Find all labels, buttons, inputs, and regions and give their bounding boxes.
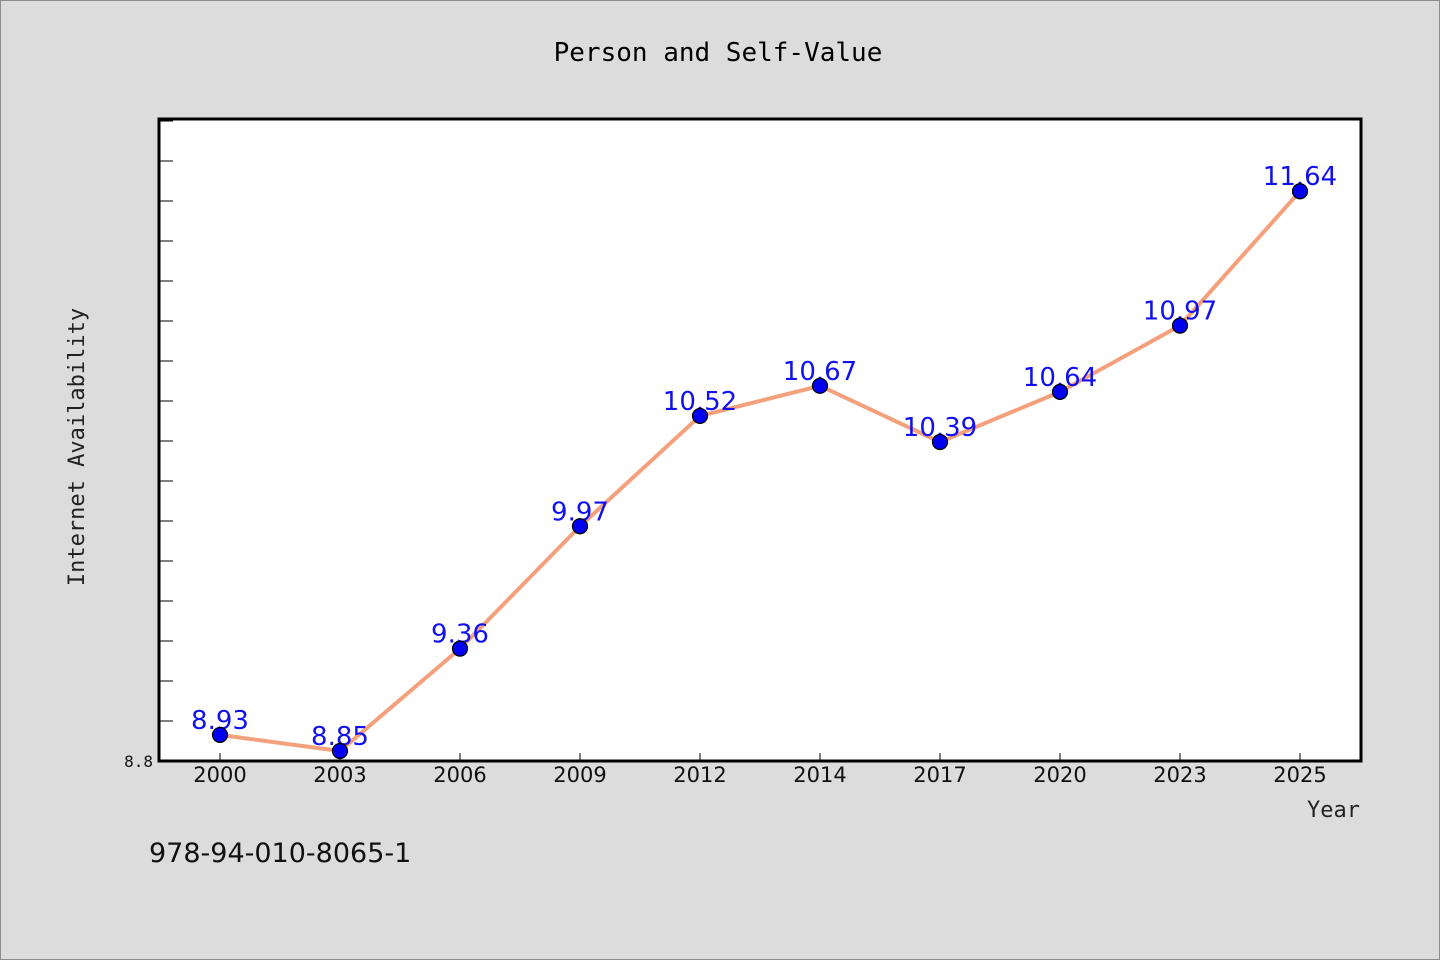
- x-tick-label: 2023: [1153, 763, 1206, 787]
- data-point: [811, 377, 829, 394]
- data-point: [1171, 317, 1189, 334]
- series-line: [218, 189, 1302, 753]
- x-tick-labels: 2000 2003 2006 2009 2012 2014 2017 2020 2023 2025: [193, 763, 1326, 787]
- x-tick-label: 2000: [193, 763, 246, 787]
- y-minor-ticks: [159, 120, 173, 762]
- x-tick-label: 2020: [1033, 763, 1086, 787]
- x-axis-label: Year: [1307, 798, 1360, 823]
- data-point: [1051, 383, 1069, 400]
- y-axis-label: Internet Availability: [65, 308, 90, 586]
- data-markers: [211, 183, 1309, 760]
- data-point: [331, 742, 349, 760]
- x-tick-label: 2006: [433, 763, 486, 787]
- x-tick-label: 2025: [1273, 763, 1326, 787]
- isbn-text: 978-94-010-8065-1: [149, 838, 411, 869]
- chart-title: Person and Self-Value: [554, 38, 883, 68]
- data-point: [691, 407, 709, 425]
- data-point: [571, 518, 589, 535]
- data-point: [451, 640, 469, 657]
- x-tick-label: 2014: [793, 763, 846, 787]
- plot-area: [157, 117, 1363, 763]
- y-tick-label: 8.8: [124, 752, 153, 771]
- x-tick-label: 2009: [553, 763, 606, 787]
- data-point: [931, 433, 949, 451]
- data-point: [1291, 183, 1309, 200]
- data-point: [211, 726, 229, 744]
- x-tick-label: 2017: [913, 763, 966, 787]
- x-tick-label: 2012: [673, 763, 726, 787]
- x-tick-label: 2003: [313, 763, 366, 787]
